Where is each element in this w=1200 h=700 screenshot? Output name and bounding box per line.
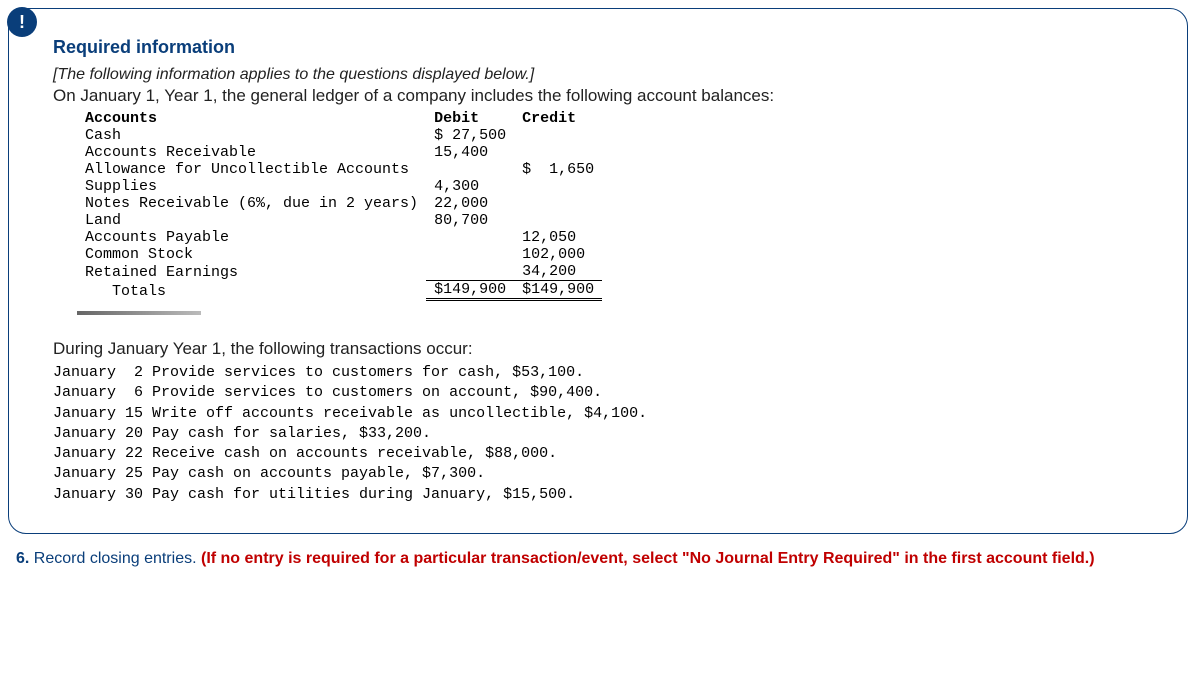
acct-name: Accounts Receivable (77, 144, 426, 161)
transaction-line: January 25 Pay cash on accounts payable,… (53, 465, 485, 482)
credit-cell (514, 212, 602, 229)
transaction-line: January 6 Provide services to customers … (53, 384, 602, 401)
acct-name: Supplies (77, 178, 426, 195)
q6-number: 6. (16, 550, 29, 567)
credit-total: $149,900 (514, 281, 602, 300)
table-row: Cash $ 27,500 (77, 127, 602, 144)
table-row: Accounts Payable 12,050 (77, 229, 602, 246)
q6-instruction: (If no entry is required for a particula… (201, 550, 1095, 567)
debit-cell (426, 229, 514, 246)
transaction-line: January 15 Write off accounts receivable… (53, 405, 647, 422)
italic-note: [The following information applies to th… (53, 66, 1143, 84)
acct-name: Allowance for Uncollectible Accounts (77, 161, 426, 178)
acct-name: Common Stock (77, 246, 426, 263)
table-row: Notes Receivable (6%, due in 2 years) 22… (77, 195, 602, 212)
info-box: ! Required information [The following in… (8, 8, 1188, 534)
credit-cell: $ 1,650 (514, 161, 602, 178)
debit-cell: $ 27,500 (426, 127, 514, 144)
ledger-table: Accounts Debit Credit Cash $ 27,500 Acco… (77, 110, 602, 301)
debit-cell: 4,300 (426, 178, 514, 195)
credit-cell (514, 127, 602, 144)
totals-row: Totals $149,900 $149,900 (77, 281, 602, 300)
question-6: 6. Record closing entries. (If no entry … (16, 548, 1184, 570)
transaction-line: January 20 Pay cash for salaries, $33,20… (53, 425, 431, 442)
alert-icon: ! (7, 7, 37, 37)
transaction-line: January 2 Provide services to customers … (53, 364, 584, 381)
col-debit: Debit (426, 110, 514, 127)
debit-cell (426, 161, 514, 178)
debit-cell (426, 246, 514, 263)
table-row: Common Stock 102,000 (77, 246, 602, 263)
table-row: Supplies 4,300 (77, 178, 602, 195)
credit-cell (514, 195, 602, 212)
debit-cell: 22,000 (426, 195, 514, 212)
debit-cell (426, 263, 514, 281)
table-row: Accounts Receivable 15,400 (77, 144, 602, 161)
transaction-line: January 30 Pay cash for utilities during… (53, 486, 575, 503)
credit-cell: 34,200 (514, 263, 602, 281)
transaction-line: January 22 Receive cash on accounts rece… (53, 445, 557, 462)
table-row: Retained Earnings 34,200 (77, 263, 602, 281)
debit-cell: 15,400 (426, 144, 514, 161)
table-row: Land 80,700 (77, 212, 602, 229)
table-header-row: Accounts Debit Credit (77, 110, 602, 127)
debit-total: $149,900 (426, 281, 514, 300)
scrollbar-hint (77, 311, 697, 315)
acct-name: Land (77, 212, 426, 229)
table-row: Allowance for Uncollectible Accounts $ 1… (77, 161, 602, 178)
transactions-list: January 2 Provide services to customers … (53, 363, 1143, 505)
acct-name: Cash (77, 127, 426, 144)
credit-cell: 12,050 (514, 229, 602, 246)
q6-text: Record closing entries. (29, 550, 201, 567)
credit-cell: 102,000 (514, 246, 602, 263)
credit-cell (514, 144, 602, 161)
acct-name: Notes Receivable (6%, due in 2 years) (77, 195, 426, 212)
col-credit: Credit (514, 110, 602, 127)
transactions-lead: During January Year 1, the following tra… (53, 339, 1143, 359)
lead-text: On January 1, Year 1, the general ledger… (53, 86, 1143, 106)
section-title: Required information (53, 37, 1143, 58)
credit-cell (514, 178, 602, 195)
col-accounts: Accounts (77, 110, 426, 127)
info-content: Required information [The following info… (9, 9, 1187, 533)
acct-name: Retained Earnings (77, 263, 426, 281)
debit-cell: 80,700 (426, 212, 514, 229)
totals-label: Totals (77, 281, 426, 300)
acct-name: Accounts Payable (77, 229, 426, 246)
